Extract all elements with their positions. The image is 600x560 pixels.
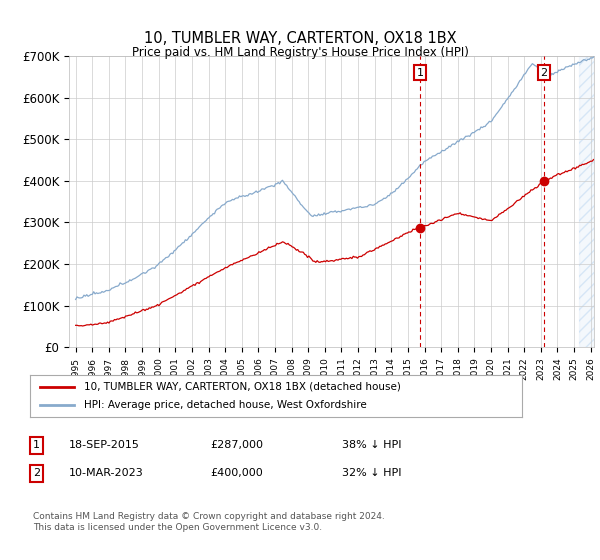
Bar [579,56,600,347]
Text: 1: 1 [33,440,40,450]
Text: 10, TUMBLER WAY, CARTERTON, OX18 1BX: 10, TUMBLER WAY, CARTERTON, OX18 1BX [143,31,457,46]
Bar [579,56,600,347]
Text: 10-MAR-2023: 10-MAR-2023 [69,468,144,478]
Text: 32% ↓ HPI: 32% ↓ HPI [342,468,401,478]
Text: Contains HM Land Registry data © Crown copyright and database right 2024.
This d: Contains HM Land Registry data © Crown c… [33,512,385,532]
Text: HPI: Average price, detached house, West Oxfordshire: HPI: Average price, detached house, West… [84,400,367,410]
Text: 38% ↓ HPI: 38% ↓ HPI [342,440,401,450]
Text: Price paid vs. HM Land Registry's House Price Index (HPI): Price paid vs. HM Land Registry's House … [131,46,469,59]
Text: 2: 2 [541,68,548,78]
Text: 18-SEP-2015: 18-SEP-2015 [69,440,140,450]
Text: 1: 1 [416,68,424,78]
Text: £287,000: £287,000 [210,440,263,450]
Text: £400,000: £400,000 [210,468,263,478]
Text: 2: 2 [33,468,40,478]
Text: 10, TUMBLER WAY, CARTERTON, OX18 1BX (detached house): 10, TUMBLER WAY, CARTERTON, OX18 1BX (de… [84,382,401,392]
